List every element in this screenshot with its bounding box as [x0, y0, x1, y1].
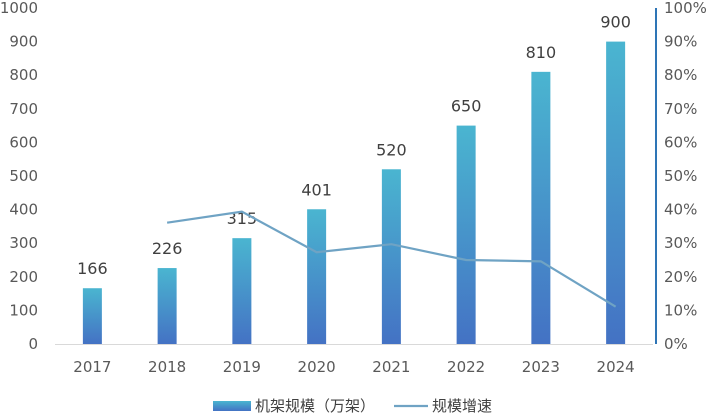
left-tick-label: 300	[9, 234, 38, 252]
right-tick-label: 50%	[664, 167, 697, 185]
bar	[531, 71, 551, 344]
right-tick-label: 80%	[664, 66, 697, 84]
left-tick-label: 900	[9, 33, 38, 51]
bar	[232, 238, 252, 344]
left-tick-label: 700	[9, 100, 38, 118]
right-tick-label: 20%	[664, 268, 697, 286]
x-tick-label: 2022	[447, 358, 485, 376]
left-tick-label: 0	[28, 335, 38, 353]
legend-bar-label: 机架规模（万架）	[255, 397, 375, 415]
growth-rate-line	[166, 210, 617, 308]
bar	[307, 209, 327, 344]
right-axis: 0% 10% 20% 30% 40% 50% 60% 70% 80% 90% 100%	[655, 0, 707, 353]
right-tick-label: 90%	[664, 33, 697, 51]
right-tick-label: 40%	[664, 201, 697, 219]
bar-data-label: 650	[451, 97, 482, 116]
right-tick-label: 60%	[664, 133, 697, 151]
x-tick-label: 2018	[148, 358, 186, 376]
bar-series	[82, 41, 626, 344]
x-tick-label: 2020	[298, 358, 336, 376]
left-axis-ticks: 0 100 200 300 400 500 600 700 800 900 1000	[0, 0, 38, 353]
left-tick-label: 800	[9, 66, 38, 84]
bar	[157, 268, 177, 344]
bar-data-label: 226	[152, 239, 183, 258]
left-tick-label: 200	[9, 268, 38, 286]
bar-data-label: 900	[600, 13, 631, 32]
bar-data-label: 401	[301, 180, 332, 199]
legend: 机架规模（万架） 规模增速	[213, 397, 492, 415]
x-tick-label: 2017	[73, 358, 111, 376]
right-tick-label: 70%	[664, 100, 697, 118]
bar-data-label: 166	[77, 259, 108, 278]
left-tick-label: 600	[9, 133, 38, 151]
bar-data-label: 520	[376, 140, 407, 159]
x-tick-label: 2023	[522, 358, 560, 376]
left-tick-label: 100	[9, 301, 38, 319]
right-tick-label: 10%	[664, 301, 697, 319]
bar-data-label: 810	[526, 43, 557, 62]
right-tick-label: 100%	[664, 0, 707, 17]
bar-data-labels: 166 226 315 401 520 650 810 900	[77, 13, 631, 279]
x-tick-label: 2021	[372, 358, 410, 376]
left-tick-label: 400	[9, 201, 38, 219]
bar	[82, 288, 102, 344]
legend-bar-swatch	[213, 401, 251, 411]
x-tick-label: 2024	[597, 358, 635, 376]
x-axis-ticks: 2017 2018 2019 2020 2021 2022 2023 2024	[73, 358, 634, 376]
bar	[456, 125, 476, 344]
right-tick-label: 30%	[664, 234, 697, 252]
bar-data-label: 315	[227, 209, 258, 228]
x-tick-label: 2019	[223, 358, 261, 376]
right-tick-label: 0%	[664, 335, 688, 353]
left-tick-label: 500	[9, 167, 38, 185]
bar	[381, 169, 401, 344]
bar	[606, 41, 626, 344]
left-tick-label: 1000	[0, 0, 38, 17]
legend-line-label: 规模增速	[432, 397, 492, 415]
